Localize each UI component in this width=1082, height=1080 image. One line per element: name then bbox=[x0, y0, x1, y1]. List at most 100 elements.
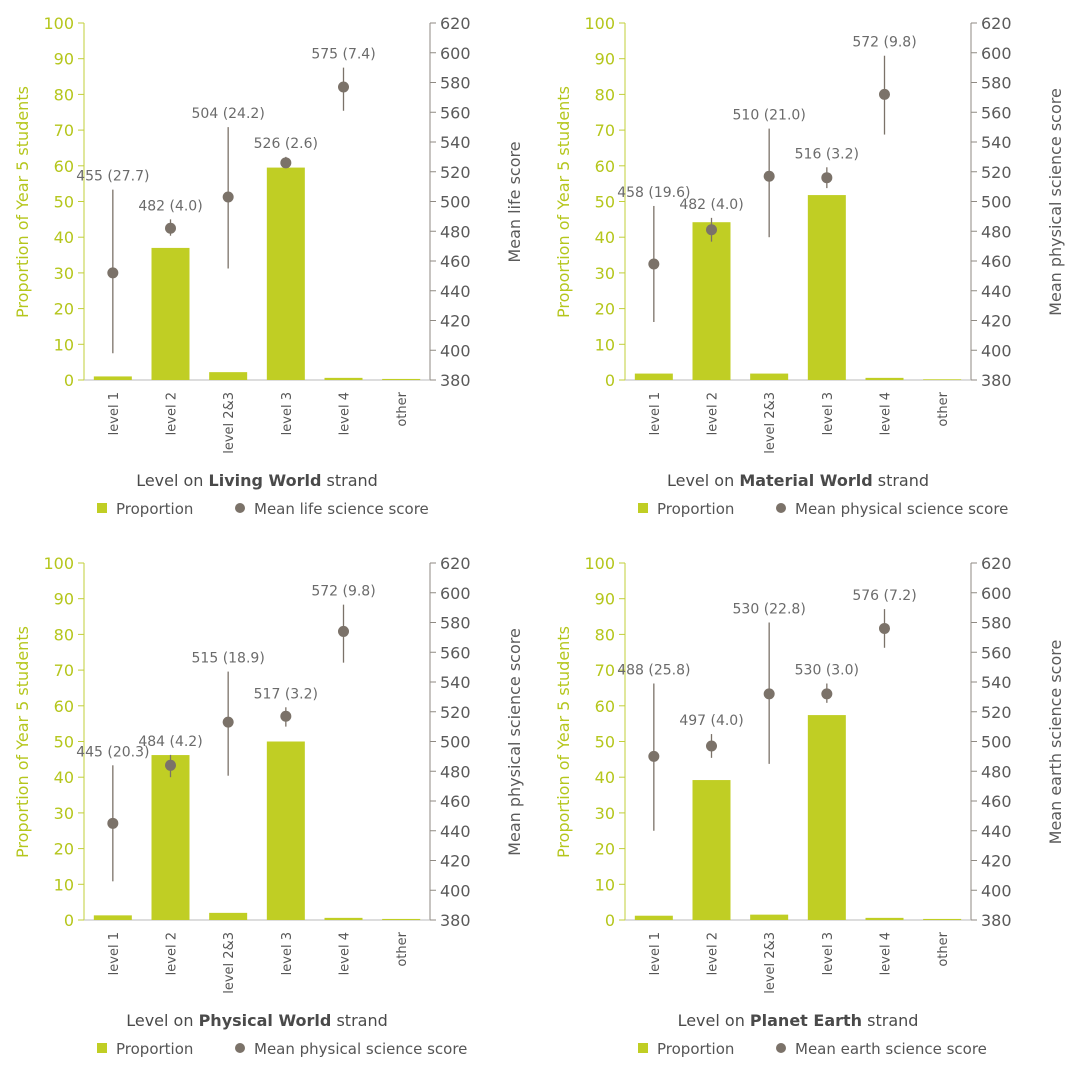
caption-prefix: Level on bbox=[667, 471, 739, 490]
proportion-bar bbox=[382, 918, 421, 920]
caption-prefix: Level on bbox=[136, 471, 208, 490]
left-tick-label: 70 bbox=[595, 661, 615, 680]
caption-strand: Planet Earth bbox=[750, 1011, 862, 1030]
right-axis-title: Mean life score bbox=[505, 141, 524, 262]
mean-score-point bbox=[706, 740, 717, 752]
caption-suffix: strand bbox=[321, 471, 377, 490]
proportion-bar bbox=[209, 372, 248, 380]
left-tick-label: 100 bbox=[584, 554, 615, 573]
mean-score-label: 572 (9.8) bbox=[852, 35, 916, 51]
legend-mean-label: Mean earth science score bbox=[795, 1040, 987, 1058]
right-tick-label: 520 bbox=[981, 163, 1012, 182]
right-tick-label: 480 bbox=[981, 222, 1012, 241]
left-tick-label: 20 bbox=[54, 300, 74, 319]
legend-proportion-label: Proportion bbox=[657, 500, 734, 518]
right-tick-label: 480 bbox=[440, 762, 471, 781]
left-tick-label: 0 bbox=[605, 371, 615, 390]
right-tick-label: 380 bbox=[440, 371, 471, 390]
right-tick-label: 600 bbox=[981, 584, 1012, 603]
left-tick-label: 70 bbox=[54, 121, 74, 140]
mean-score-point bbox=[338, 81, 349, 93]
category-label: level 2 bbox=[706, 932, 721, 975]
proportion-bar bbox=[151, 755, 190, 920]
category-label: level 3 bbox=[280, 932, 295, 975]
mean-score-point bbox=[107, 267, 119, 279]
left-tick-label: 40 bbox=[595, 768, 615, 787]
proportion-bar bbox=[266, 741, 305, 920]
category-label: level 2 bbox=[706, 392, 721, 435]
category-label: other bbox=[936, 931, 951, 966]
mean-score-point bbox=[165, 759, 176, 771]
right-tick-label: 440 bbox=[981, 822, 1012, 841]
mean-score-label: 458 (19.6) bbox=[617, 185, 690, 201]
right-tick-label: 620 bbox=[440, 554, 471, 573]
left-tick-label: 50 bbox=[54, 733, 74, 752]
right-tick-label: 500 bbox=[440, 193, 471, 212]
right-tick-label: 600 bbox=[981, 44, 1012, 63]
chart-svg: 0 10 20 30 40 50 60 70 80 90 100 380 400 420 440 460 480… bbox=[554, 554, 1065, 1058]
proportion-bar bbox=[692, 780, 731, 920]
legend-mean-swatch bbox=[776, 1043, 786, 1053]
proportion-bar bbox=[865, 917, 904, 920]
legend-proportion-swatch bbox=[97, 1043, 107, 1053]
chart-svg: 0 10 20 30 40 50 60 70 80 90 100 380 400 420 440 460 480… bbox=[13, 14, 524, 518]
left-tick-label: 30 bbox=[595, 264, 615, 283]
mean-score-label: 504 (24.2) bbox=[192, 106, 265, 122]
mean-score-label: 530 (3.0) bbox=[795, 662, 859, 678]
category-label: level 1 bbox=[107, 392, 122, 435]
left-tick-label: 90 bbox=[54, 590, 74, 609]
category-label: level 2 bbox=[165, 392, 180, 435]
mean-score-point bbox=[280, 157, 292, 169]
left-tick-label: 90 bbox=[54, 50, 74, 69]
left-tick-label: 50 bbox=[595, 733, 615, 752]
right-tick-label: 380 bbox=[981, 371, 1012, 390]
proportion-bar bbox=[93, 376, 132, 380]
left-tick-label: 70 bbox=[595, 121, 615, 140]
right-tick-label: 440 bbox=[981, 282, 1012, 301]
mean-score-point bbox=[280, 710, 292, 722]
proportion-bar bbox=[151, 247, 190, 380]
right-tick-label: 400 bbox=[981, 341, 1012, 360]
mean-score-label: 517 (3.2) bbox=[254, 686, 318, 702]
proportion-bar bbox=[865, 377, 904, 380]
right-tick-label: 540 bbox=[981, 133, 1012, 152]
right-tick-label: 540 bbox=[981, 673, 1012, 692]
left-tick-label: 20 bbox=[595, 300, 615, 319]
right-tick-label: 580 bbox=[981, 74, 1012, 93]
mean-score-label: 445 (20.3) bbox=[76, 744, 149, 760]
right-tick-label: 500 bbox=[981, 193, 1012, 212]
category-label: level 4 bbox=[338, 932, 353, 975]
proportion-bar bbox=[634, 915, 673, 920]
caption-prefix: Level on bbox=[126, 1011, 198, 1030]
right-tick-label: 600 bbox=[440, 44, 471, 63]
right-tick-label: 580 bbox=[981, 614, 1012, 633]
category-label: level 2&3 bbox=[763, 932, 778, 994]
legend-proportion-label: Proportion bbox=[657, 1040, 734, 1058]
caption-strand: Material World bbox=[739, 471, 872, 490]
left-tick-label: 30 bbox=[54, 264, 74, 283]
left-axis-title: Proportion of Year 5 students bbox=[554, 626, 573, 858]
legend-proportion-swatch bbox=[638, 1043, 648, 1053]
left-tick-label: 10 bbox=[595, 335, 615, 354]
left-tick-label: 40 bbox=[595, 228, 615, 247]
category-label: level 2&3 bbox=[222, 932, 237, 994]
right-axis-title: Mean physical science score bbox=[505, 628, 524, 856]
category-label: level 1 bbox=[648, 932, 663, 975]
mean-score-label: 575 (7.4) bbox=[311, 47, 375, 63]
category-label: level 1 bbox=[648, 392, 663, 435]
mean-score-label: 497 (4.0) bbox=[679, 713, 743, 729]
chart-physical-world: 0 10 20 30 40 50 60 70 80 90 100 380 400 420 440 460 480… bbox=[0, 540, 541, 1080]
right-tick-label: 560 bbox=[981, 643, 1012, 662]
left-axis-title: Proportion of Year 5 students bbox=[13, 626, 32, 858]
left-tick-label: 60 bbox=[595, 697, 615, 716]
chart-material-world: 0 10 20 30 40 50 60 70 80 90 100 380 400 420 440 460 480… bbox=[541, 0, 1082, 540]
proportion-bar bbox=[692, 222, 731, 380]
legend-mean-swatch bbox=[235, 1043, 245, 1053]
proportion-bar bbox=[634, 373, 673, 380]
mean-score-point bbox=[706, 224, 717, 236]
category-label: level 3 bbox=[280, 392, 295, 435]
right-tick-label: 420 bbox=[981, 852, 1012, 871]
category-label: other bbox=[395, 931, 410, 966]
left-tick-label: 100 bbox=[584, 14, 615, 33]
legend-proportion-label: Proportion bbox=[116, 500, 193, 518]
